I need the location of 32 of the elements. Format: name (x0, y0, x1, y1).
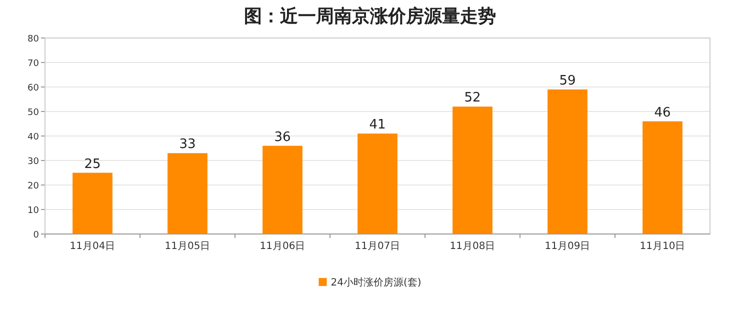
x-tick-label: 11月08日 (450, 241, 496, 252)
data-label: 33 (179, 137, 196, 152)
data-label: 25 (84, 156, 101, 172)
y-tick-label: 70 (28, 59, 40, 69)
bar (168, 153, 208, 234)
data-label: 41 (369, 118, 386, 133)
x-tick-label: 11月10日 (640, 241, 686, 252)
data-label: 46 (654, 105, 671, 120)
x-tick-label: 11月06日 (260, 241, 306, 252)
x-tick-label: 11月07日 (354, 241, 400, 252)
y-tick-label: 80 (28, 34, 40, 44)
y-tick-label: 0 (33, 230, 40, 240)
legend-label: 24小时涨价房源(套) (330, 276, 422, 288)
y-tick-label: 50 (28, 108, 40, 118)
y-tick-label: 10 (28, 206, 40, 216)
data-label: 59 (559, 73, 576, 88)
y-tick-label: 60 (28, 84, 40, 94)
bar (642, 121, 682, 234)
y-tick-label: 30 (28, 157, 40, 167)
bar (72, 172, 112, 234)
x-tick-label: 11月04日 (70, 241, 116, 252)
data-label: 36 (274, 130, 291, 145)
y-tick-label: 20 (28, 182, 40, 192)
x-tick-label: 11月09日 (544, 241, 590, 252)
bar (548, 89, 588, 234)
bar (452, 106, 492, 234)
x-tick-label: 11月05日 (164, 241, 210, 252)
data-label: 52 (464, 90, 481, 106)
bar (262, 146, 302, 234)
y-tick-label: 40 (28, 132, 40, 142)
chart-title: 图：近一周南京涨价房源量走势 (244, 6, 496, 27)
bar (358, 134, 398, 234)
